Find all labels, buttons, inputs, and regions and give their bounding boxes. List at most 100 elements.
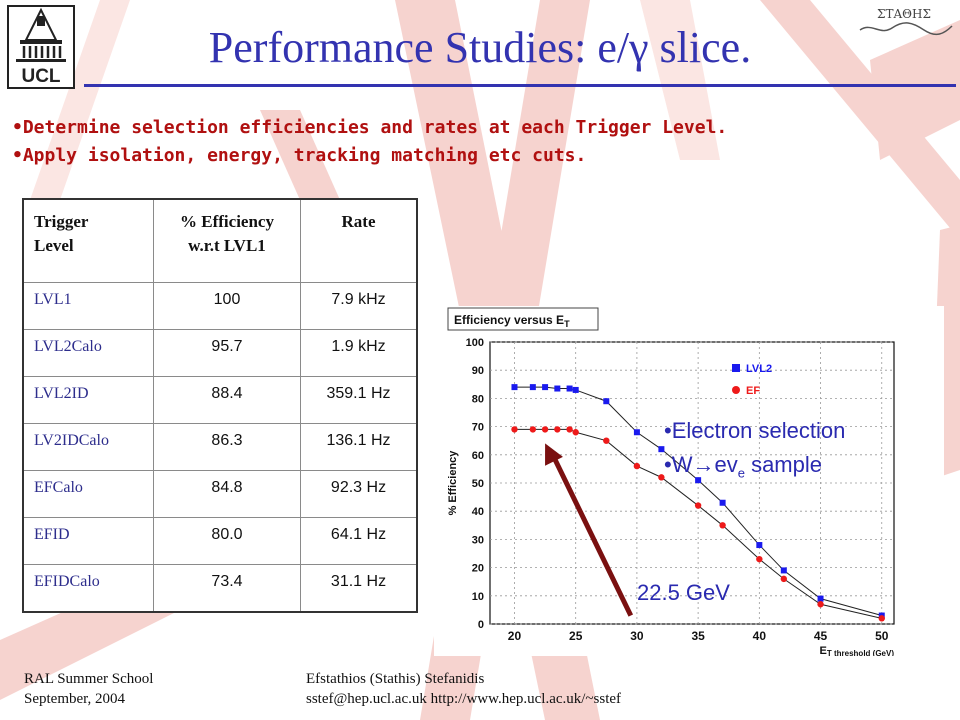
cell-rate: 136.1 Hz: [300, 423, 418, 471]
data-point-ef: [694, 502, 702, 509]
annotation-arrow-shaft: [548, 450, 634, 617]
cell-rate: 7.9 kHz: [300, 282, 418, 330]
cell-level: EFID: [22, 517, 154, 565]
signature-logo: ΣΤΑΘΗΣ: [859, 7, 953, 36]
y-tick-label: 30: [472, 534, 484, 546]
data-point-ef: [633, 462, 641, 470]
column-header-trigger-level: Trigger Level: [22, 198, 154, 283]
data-point-ef: [554, 426, 561, 433]
table-row: LVL2ID 88.4 359.1 Hz: [22, 376, 418, 424]
legend-label: EF: [746, 385, 760, 397]
x-tick-label: 50: [875, 629, 889, 643]
cell-level: LVL2ID: [22, 376, 154, 424]
table-row: LVL2Calo 95.7 1.9 kHz: [22, 329, 418, 377]
y-tick-label: 60: [472, 450, 484, 462]
column-header-rate: Rate: [300, 198, 418, 283]
cell-efficiency: 73.4: [153, 564, 301, 613]
legend-marker: [732, 364, 740, 372]
chart-title-box: [447, 307, 599, 331]
data-point-lvl2: [511, 384, 518, 391]
y-tick-label: 70: [472, 422, 484, 434]
cell-rate: 359.1 Hz: [300, 376, 418, 424]
logo-text: UCL: [21, 66, 60, 87]
table-header-row: Trigger Level % Efficiency w.r.t LVL1 Rate: [22, 198, 418, 283]
bullet-item: •Determine selection efficiencies and ra…: [12, 117, 728, 138]
x-axis-label: ET threshold (GeV): [820, 645, 895, 656]
arrow-annotation-label: 22.5 GeV: [637, 580, 730, 605]
data-point-lvl2: [542, 384, 549, 391]
data-point-lvl2: [554, 385, 561, 392]
x-tick-label: 40: [753, 629, 767, 643]
efficiency-chart: Efficiency versus ET 20 25 30 35 40 45 50 0 10 20 3…: [434, 306, 944, 656]
column-header-efficiency: % Efficiency w.r.t LVL1: [153, 198, 301, 283]
cell-level: LVL1: [22, 282, 154, 330]
bullet-item: •Apply isolation, energy, tracking match…: [12, 145, 587, 166]
data-point-lvl2: [633, 429, 640, 436]
x-tick-label: 35: [691, 629, 705, 643]
footer-event: RAL Summer School: [24, 671, 154, 687]
cell-efficiency: 100: [153, 282, 301, 330]
data-point-ef: [541, 426, 549, 433]
cell-efficiency: 80.0: [153, 517, 301, 565]
table-row: LVL1 100 7.9 kHz: [22, 282, 418, 330]
legend-marker: [732, 386, 740, 394]
cell-level: EFCalo: [22, 470, 154, 518]
data-point-ef: [658, 474, 665, 481]
data-point-lvl2: [566, 385, 573, 392]
data-point-ef: [756, 555, 763, 563]
x-tick-label: 20: [508, 629, 522, 643]
callout-line-sample: •W→eve sample: [664, 452, 822, 481]
legend-label: LVL2: [746, 363, 772, 375]
callout-line-electron: •Electron selection: [664, 418, 846, 443]
y-axis-label: % Efficiency: [447, 450, 459, 516]
data-point-lvl2: [695, 477, 702, 484]
cell-level: EFIDCalo: [22, 564, 154, 613]
table-row: EFIDCalo 73.4 31.1 Hz: [22, 564, 418, 613]
y-tick-label: 90: [472, 365, 484, 377]
cell-rate: 92.3 Hz: [300, 470, 418, 518]
annotation-arrow-head: [545, 443, 563, 466]
y-tick-label: 40: [472, 506, 484, 518]
x-tick-label: 25: [569, 629, 583, 643]
cell-efficiency: 84.8: [153, 470, 301, 518]
data-point-ef: [566, 426, 573, 433]
data-point-ef: [511, 426, 518, 433]
data-point-ef: [529, 426, 537, 433]
title-underline: [84, 84, 956, 87]
data-point-lvl2: [658, 446, 665, 453]
efficiency-table: Trigger Level % Efficiency w.r.t LVL1 Rate…: [22, 198, 418, 613]
svg-text:ΣΤΑΘΗΣ: ΣΤΑΘΗΣ: [877, 7, 931, 21]
data-point-lvl2: [603, 398, 610, 405]
chart-title: Efficiency versus ET: [454, 313, 570, 329]
footer-author-name: Efstathios (Stathis) Stefanidis: [306, 671, 485, 687]
y-tick-label: 20: [472, 563, 484, 575]
callout-text: •Electron selection •W→eve sample: [664, 414, 845, 490]
y-tick-label: 100: [466, 337, 484, 349]
cell-rate: 1.9 kHz: [300, 329, 418, 377]
cell-efficiency: 88.4: [153, 376, 301, 424]
y-tick-label: 10: [472, 591, 484, 603]
x-tick-label: 45: [814, 629, 828, 643]
cell-efficiency: 86.3: [153, 423, 301, 471]
data-point-ef: [572, 429, 579, 436]
cell-level: LV2IDCalo: [22, 423, 154, 471]
data-point-lvl2: [572, 386, 579, 393]
cell-rate: 64.1 Hz: [300, 517, 418, 565]
data-point-lvl2: [756, 542, 763, 549]
data-point-ef: [817, 601, 824, 608]
cell-rate: 31.1 Hz: [300, 564, 418, 613]
y-tick-label: 80: [472, 393, 484, 405]
data-point-lvl2: [529, 384, 536, 391]
table-row: LV2IDCalo 86.3 136.1 Hz: [22, 423, 418, 471]
footer-contact: sstef@hep.ucl.ac.uk http://www.hep.ucl.a…: [306, 691, 622, 707]
data-point-lvl2: [719, 499, 726, 506]
cell-level: LVL2Calo: [22, 329, 154, 377]
arrow-symbol: →: [692, 452, 715, 477]
x-tick-label: 30: [630, 629, 644, 643]
data-point-lvl2: [817, 595, 824, 602]
data-point-lvl2: [780, 567, 787, 574]
footer-date: September, 2004: [24, 691, 126, 707]
ucl-logo: UCL: [7, 5, 75, 89]
table-row: EFID 80.0 64.1 Hz: [22, 517, 418, 565]
table-row: EFCalo 84.8 92.3 Hz: [22, 470, 418, 518]
